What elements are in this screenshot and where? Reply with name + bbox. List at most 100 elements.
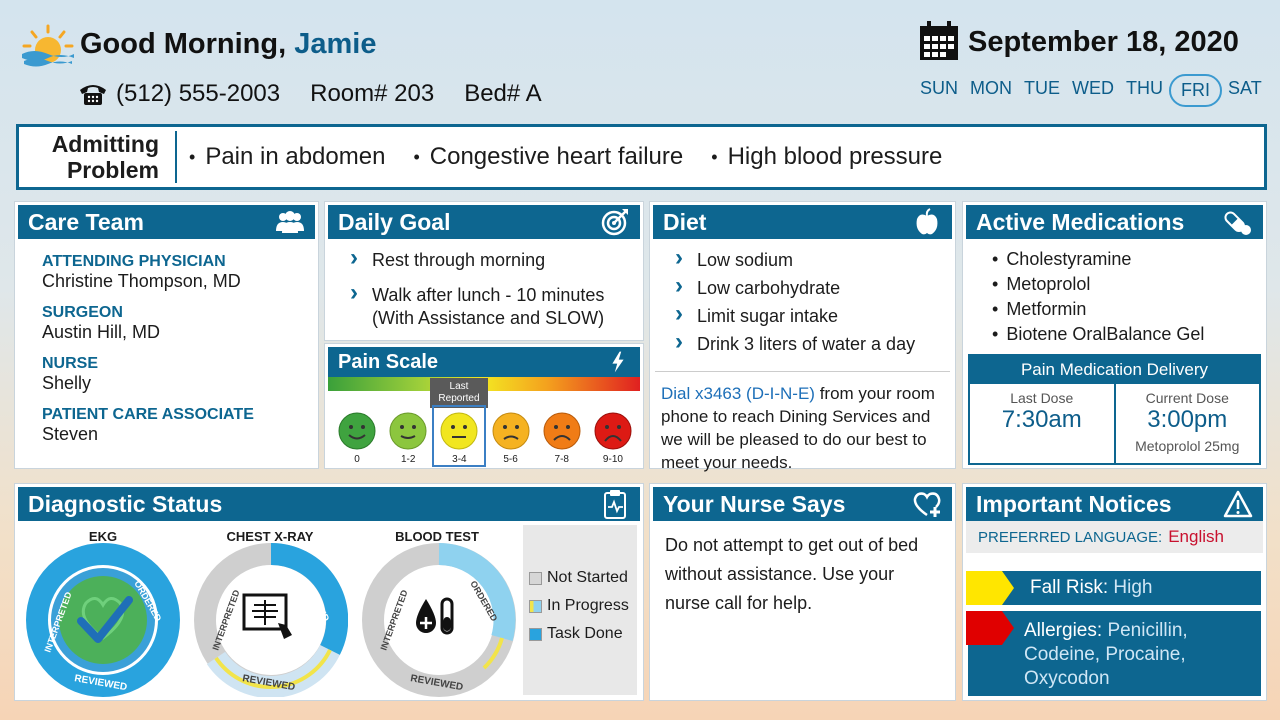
weekday-wed: WED bbox=[1072, 78, 1115, 98]
clipboard-icon bbox=[604, 490, 626, 519]
diagnostic-status-panel: Diagnostic Status EKG INTERPRETED ORDERE… bbox=[15, 484, 643, 700]
diet-item: Low carbohydrate bbox=[667, 274, 938, 300]
legend-in-progress: In Progress bbox=[529, 597, 637, 615]
allergy-label: Allergies: bbox=[1024, 620, 1103, 641]
pain-face-option[interactable]: 7-8 bbox=[537, 407, 587, 465]
diet-item: Drink 3 liters of water a day bbox=[667, 330, 938, 356]
pill-capsule-icon bbox=[1224, 211, 1251, 235]
bed-number: Bed# A bbox=[464, 80, 542, 107]
pain-face-option[interactable]: 5-6 bbox=[486, 407, 536, 465]
diet-header: Diet bbox=[653, 205, 952, 239]
pain-scale-title: Pain Scale bbox=[338, 350, 439, 373]
heart-plus-icon bbox=[913, 492, 941, 517]
weekday-mon: MON bbox=[970, 78, 1013, 98]
diagnostic-header: Diagnostic Status bbox=[18, 487, 640, 521]
blood-drop-icon bbox=[416, 599, 436, 633]
weekday-sat: SAT bbox=[1228, 78, 1262, 98]
medication-item: Metoprolol bbox=[992, 272, 1237, 296]
admitting-problem-list: Pain in abdomen Congestive heart failure… bbox=[189, 143, 942, 171]
pain-level-label: 0 bbox=[354, 454, 360, 465]
last-reported-line2: Reported bbox=[438, 393, 480, 404]
diet-item: Low sodium bbox=[667, 246, 938, 272]
diet-list: Low sodium Low carbohydrate Limit sugar … bbox=[653, 239, 952, 371]
pain-face-option[interactable]: 1-2 bbox=[383, 407, 433, 465]
pain-face-option-selected[interactable]: 3-4 bbox=[432, 405, 487, 467]
admitting-label-line1: Admitting bbox=[51, 131, 159, 157]
diet-title: Diet bbox=[663, 208, 707, 235]
pain-faces-row: 0 1-2 3-4 5-6 7-8 9-10 bbox=[332, 405, 638, 467]
current-dose-block: Current Dose 3:00pm Metoprolol 25mg bbox=[1116, 384, 1260, 463]
care-role: ATTENDING PHYSICIAN bbox=[42, 253, 226, 270]
problem-item: Congestive heart failure bbox=[413, 143, 683, 171]
last-dose-time: 7:30am bbox=[1001, 406, 1082, 433]
care-role: SURGEON bbox=[42, 304, 123, 321]
problem-item: High blood pressure bbox=[711, 143, 943, 171]
pain-face-option[interactable]: 9-10 bbox=[588, 407, 638, 465]
admitting-problem-label: Admitting Problem bbox=[19, 131, 177, 183]
pain-level-label: 3-4 bbox=[452, 454, 467, 465]
fall-risk-yellow-tag bbox=[966, 571, 1014, 605]
blood-test-title: BLOOD TEST bbox=[395, 529, 479, 544]
current-dose-medication: Metoprolol 25mg bbox=[1135, 438, 1240, 454]
contact-info: (512) 555-2003 Room# 203 Bed# A bbox=[78, 80, 542, 108]
legend-not-started: Not Started bbox=[529, 569, 637, 587]
dining-note-text: from your room phone to reach Dining Ser… bbox=[661, 384, 935, 472]
people-group-icon bbox=[276, 211, 304, 233]
apple-icon bbox=[916, 208, 938, 235]
smile-face-icon bbox=[338, 412, 376, 450]
preferred-language: PREFERRED LANGUAGE: English bbox=[966, 521, 1263, 553]
notices-title: Important Notices bbox=[976, 490, 1172, 517]
dining-dial-number[interactable]: Dial x3463 (D-I-N-E) bbox=[661, 384, 815, 403]
warning-triangle-icon bbox=[1223, 490, 1253, 518]
nurse-message: Do not attempt to get out of bed without… bbox=[665, 535, 919, 613]
pain-scale-panel: Pain Scale Last Reported 0 1-2 3-4 5-6 7… bbox=[325, 344, 643, 468]
care-team-panel: Care Team ATTENDING PHYSICIAN Christine … bbox=[15, 202, 318, 468]
diagnostic-title: Diagnostic Status bbox=[28, 490, 223, 517]
neutral-face-icon bbox=[440, 412, 478, 450]
fall-risk-label: Fall Risk: bbox=[1030, 577, 1109, 598]
daily-goal-header: Daily Goal bbox=[328, 205, 640, 239]
allergies-notice: Allergies: Penicillin, Codeine, Procaine… bbox=[966, 611, 1261, 696]
goal-item: Rest through morning bbox=[342, 246, 626, 272]
daily-goal-title: Daily Goal bbox=[338, 208, 451, 235]
active-medications-panel: Active Medications Cholestyramine Metopr… bbox=[963, 202, 1266, 468]
slight-smile-face-icon bbox=[389, 412, 427, 450]
chest-xray-title: CHEST X-RAY bbox=[226, 529, 314, 544]
important-notices-panel: Important Notices PREFERRED LANGUAGE: Eng… bbox=[963, 484, 1266, 700]
medication-item: Metformin bbox=[992, 297, 1237, 321]
room-number: Room# 203 bbox=[310, 80, 435, 107]
weekday-thu: THU bbox=[1126, 78, 1164, 98]
pain-face-option[interactable]: 0 bbox=[332, 407, 382, 465]
legend-label: Task Done bbox=[547, 625, 623, 642]
last-reported-marker: Last Reported bbox=[430, 378, 488, 408]
daily-goal-panel: Daily Goal Rest through morning Walk aft… bbox=[325, 202, 643, 340]
xray-screen-icon bbox=[242, 593, 288, 631]
care-member-name: Austin Hill, MD bbox=[42, 322, 161, 342]
lightning-bolt-icon bbox=[612, 351, 624, 373]
last-dose-block: Last Dose 7:30am bbox=[970, 384, 1116, 463]
current-dose-label: Current Dose bbox=[1145, 390, 1229, 406]
last-reported-line1: Last bbox=[449, 381, 469, 392]
sad-face-icon bbox=[543, 412, 581, 450]
medications-title: Active Medications bbox=[976, 208, 1185, 235]
legend-task-done: Task Done bbox=[529, 625, 637, 643]
current-date: September 18, 2020 bbox=[968, 26, 1239, 58]
medications-header: Active Medications bbox=[966, 205, 1263, 239]
care-member-name: Shelly bbox=[42, 373, 92, 393]
allergy-red-tag bbox=[966, 611, 1014, 645]
last-dose-label: Last Dose bbox=[1010, 390, 1074, 406]
greeting-prefix: Good Morning, bbox=[80, 28, 287, 60]
admitting-problem-bar: Admitting Problem Pain in abdomen Conges… bbox=[16, 124, 1267, 190]
notices-header: Important Notices bbox=[966, 487, 1263, 521]
current-dose-time: 3:00pm bbox=[1147, 406, 1228, 433]
allergy-value: Penicillin, Codeine, Procaine, Oxycodon bbox=[1024, 620, 1188, 689]
pain-level-label: 7-8 bbox=[554, 454, 569, 465]
diet-item: Limit sugar intake bbox=[667, 302, 938, 328]
calendar-icon bbox=[920, 21, 958, 60]
daily-goal-list: Rest through morning Walk after lunch - … bbox=[328, 239, 640, 352]
ekg-title: EKG bbox=[88, 529, 118, 544]
legend-label: Not Started bbox=[547, 569, 628, 586]
weekday-tue: TUE bbox=[1024, 78, 1061, 98]
fall-risk-notice: Fall Risk: High bbox=[966, 571, 1261, 605]
pain-level-label: 5-6 bbox=[503, 454, 518, 465]
